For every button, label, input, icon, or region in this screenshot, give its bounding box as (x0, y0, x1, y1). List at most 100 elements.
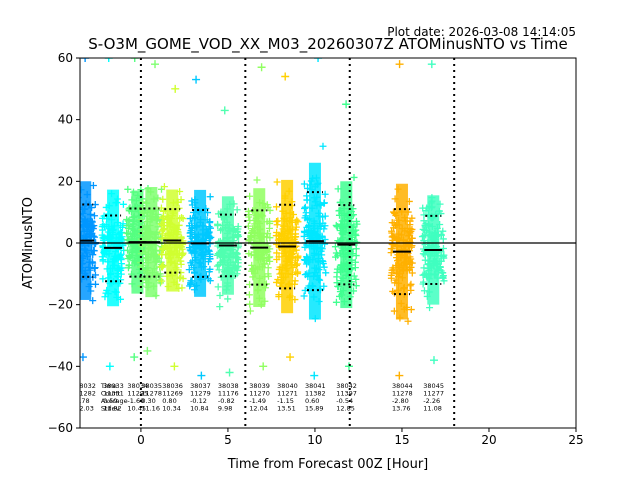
data-point (426, 304, 434, 312)
data-point (331, 243, 339, 251)
max-point (395, 60, 404, 69)
data-point (246, 307, 254, 315)
data-point (388, 245, 396, 253)
data-point (186, 282, 194, 290)
stat-count: 11271 (277, 390, 298, 398)
data-point (319, 142, 327, 150)
data-point (224, 295, 232, 303)
data-point (187, 277, 195, 285)
point-cluster-38044 (387, 60, 416, 380)
data-point (138, 242, 146, 250)
data-point (233, 206, 241, 214)
data-point (178, 234, 186, 242)
data-point (253, 176, 261, 184)
y-axis-label: ATOMinusNTO (21, 197, 36, 289)
data-point (333, 222, 341, 230)
data-point (90, 212, 98, 220)
data-point (89, 297, 97, 305)
data-point (158, 263, 166, 271)
stat-average: -0.82 (218, 397, 235, 405)
y-tick-label: 60 (58, 51, 73, 65)
min-point (310, 371, 319, 380)
stat-average: 0.60 (305, 397, 319, 405)
data-point (321, 190, 329, 198)
data-point (214, 220, 222, 228)
data-point (332, 253, 340, 261)
group-stats-38045: 38045 11277 -2.26 11.08 (423, 382, 444, 413)
data-point (350, 173, 358, 181)
group-stats-38037: 38037 11279 -0.12 10.84 (190, 382, 211, 413)
data-point (419, 250, 427, 258)
data-point (273, 228, 281, 236)
data-point (389, 287, 397, 295)
data-point (160, 183, 168, 191)
data-point (266, 217, 274, 225)
point-cluster-38040 (272, 72, 302, 362)
data-point (124, 185, 132, 193)
min-point (130, 353, 139, 362)
data-point (264, 230, 272, 238)
group-stats-38040: 38040 11271 -1.15 13.51 (277, 382, 298, 413)
data-point (407, 306, 415, 314)
data-point (439, 235, 447, 243)
x-tick-label: 25 (568, 433, 583, 447)
data-point (185, 266, 193, 274)
point-cluster-38042 (331, 100, 361, 371)
data-point (124, 255, 132, 263)
point-cluster-38033 (98, 58, 128, 371)
data-point (301, 214, 309, 222)
stat-count: 11176 (218, 390, 239, 398)
point-cluster-38041 (300, 58, 330, 380)
data-point (245, 250, 253, 258)
data-point (206, 224, 214, 232)
max-point (220, 106, 229, 115)
data-point (292, 268, 300, 276)
data-point (266, 234, 274, 242)
data-point (352, 252, 360, 260)
data-point (387, 249, 395, 257)
data-point (320, 199, 328, 207)
stat-time: 38038 (218, 382, 239, 390)
data-point (292, 246, 300, 254)
data-point (388, 269, 396, 277)
data-point (178, 214, 186, 222)
stat-count: 11282 (75, 390, 96, 398)
group-stats-38041: 38041 11382 0.60 15.89 (305, 382, 326, 413)
stat-average: 0.59 (103, 397, 117, 405)
data-point (92, 280, 100, 288)
data-point (406, 238, 414, 246)
data-point (205, 250, 213, 258)
data-point (215, 266, 223, 274)
data-point (388, 219, 396, 227)
data-point (320, 263, 328, 271)
min-point (395, 371, 404, 380)
data-point (408, 234, 416, 242)
data-point (73, 210, 80, 217)
data-point (272, 203, 280, 211)
max-point (130, 58, 139, 62)
point-cluster-38039 (244, 63, 274, 371)
data-point (420, 264, 428, 272)
stat-count: 11278 (141, 390, 162, 398)
min-point (105, 362, 114, 371)
stat-time: 38044 (392, 382, 413, 390)
stat-average: -1.15 (277, 397, 294, 405)
data-point (72, 261, 79, 268)
data-point (138, 275, 146, 283)
data-point (273, 178, 281, 186)
stat-count: 11382 (305, 390, 326, 398)
data-point (80, 204, 81, 206)
stat-time: 38042 (336, 382, 357, 390)
data-point (159, 221, 167, 229)
data-point (99, 275, 107, 283)
min-point (225, 368, 234, 377)
data-point (389, 232, 397, 240)
data-point (187, 259, 195, 267)
y-tick-label: 20 (58, 174, 73, 188)
data-point (80, 280, 81, 282)
data-point (187, 237, 195, 245)
data-point (301, 204, 309, 212)
point-cluster-38036 (157, 84, 187, 371)
x-tick-label: 0 (137, 433, 145, 447)
